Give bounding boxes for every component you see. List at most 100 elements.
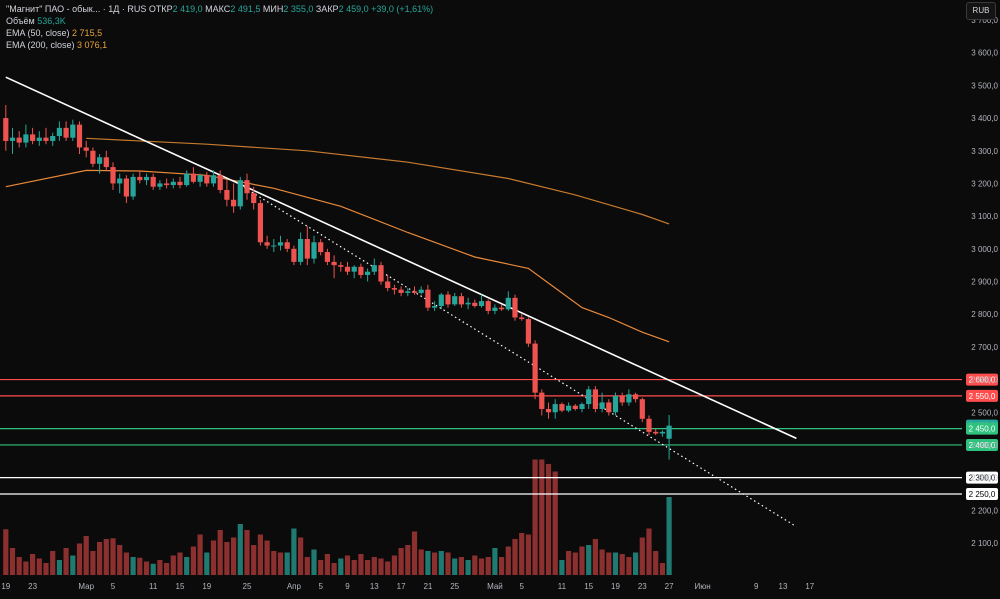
- candle-body: [204, 175, 210, 184]
- time-tick-label: 25: [450, 582, 459, 591]
- low-label: МИН: [262, 4, 284, 14]
- candle-body: [465, 302, 471, 305]
- candle-body: [452, 296, 458, 305]
- time-tick-label: 13: [779, 582, 788, 591]
- candle-body: [143, 176, 150, 181]
- volume-legend-row[interactable]: Объём 536,3K: [6, 15, 433, 27]
- time-tick-label: 9: [345, 582, 350, 591]
- volume-bar: [23, 561, 29, 575]
- candle-body: [633, 394, 639, 400]
- volume-bar: [277, 552, 284, 575]
- volume-bar: [170, 555, 176, 575]
- candle-body: [525, 319, 531, 344]
- volume-bar: [646, 528, 652, 575]
- volume-bar: [385, 561, 391, 575]
- time-tick-label: 23: [638, 582, 647, 591]
- candle-body: [378, 265, 384, 282]
- candle-body: [103, 157, 109, 168]
- volume-bar: [76, 543, 83, 575]
- candle-body: [271, 245, 277, 247]
- descending-trendline: [5, 76, 797, 440]
- candle-body: [56, 127, 62, 137]
- price-axis[interactable]: 2 600,02 550,02 459,02 450,02 400,02 300…: [966, 16, 999, 548]
- volume-bar: [619, 554, 625, 575]
- symbol-title[interactable]: "Магнит" ПАО - обык... · 1Д · RUS: [6, 4, 147, 14]
- time-tick-label: 23: [28, 582, 37, 591]
- candle-body: [646, 418, 652, 432]
- price-tick-label: 2 100,0: [971, 539, 998, 548]
- close-value: 2 459,0: [338, 4, 369, 14]
- time-tick-label: 5: [111, 582, 116, 591]
- volume-bar: [492, 548, 498, 575]
- candle-body: [50, 136, 56, 141]
- volume-bar: [123, 552, 129, 575]
- volume-bar: [224, 542, 230, 575]
- candle-body: [411, 291, 418, 293]
- time-tick-label: 17: [805, 582, 814, 591]
- candle-body: [358, 266, 364, 275]
- price-tick-label: 2 300,0: [971, 474, 998, 483]
- candle-body: [492, 307, 498, 311]
- volume-bar: [43, 563, 49, 575]
- volume-bar: [606, 552, 612, 575]
- time-tick-label: Мар: [78, 582, 94, 591]
- open-label: ОТКР: [148, 4, 173, 14]
- candle-body: [579, 404, 585, 409]
- price-tick-label: 3 100,0: [971, 212, 998, 221]
- candle-body: [97, 157, 103, 164]
- candle-body: [83, 147, 89, 151]
- volume-bar: [184, 557, 190, 575]
- candle-body: [478, 301, 485, 307]
- candle-body: [425, 289, 431, 308]
- volume-bar: [204, 552, 210, 575]
- volume-bar: [666, 497, 672, 575]
- candle-body: [458, 296, 464, 305]
- candle-body: [485, 301, 491, 311]
- candle-body: [566, 405, 572, 411]
- time-tick-label: Июн: [695, 582, 711, 591]
- candle-body: [385, 281, 391, 289]
- candle-body: [338, 265, 344, 267]
- candle-body: [130, 176, 136, 197]
- volume-bar: [110, 538, 116, 575]
- ema50-value: 2 715,5: [72, 28, 103, 38]
- candle-body: [592, 389, 598, 409]
- candle-body: [626, 394, 632, 403]
- price-tick-label: 2 800,0: [971, 310, 998, 319]
- volume-bar: [351, 560, 357, 575]
- candle-body: [639, 399, 645, 419]
- candle-body: [666, 425, 672, 439]
- volume-bar: [197, 534, 203, 575]
- candle-body: [117, 178, 123, 184]
- volume-bar: [83, 536, 89, 575]
- time-axis[interactable]: 19 23 Мар 5 11 15 19 25 Апр 5 9 13 17 21 25 Май 5 11 15 19 2…: [1, 582, 814, 591]
- candle-body: [157, 183, 163, 187]
- volume-bar: [378, 558, 384, 575]
- low-value: 2 355,0: [283, 4, 314, 14]
- volume-bar: [298, 537, 304, 575]
- time-tick-label: 27: [665, 582, 674, 591]
- ohlc-row[interactable]: "Магнит" ПАО - обык... · 1Д · RUS ОТКР 2 …: [6, 3, 433, 15]
- volume-bar: [90, 551, 96, 575]
- price-tick-label: 3 500,0: [971, 81, 998, 90]
- trendlines[interactable]: [5, 76, 797, 528]
- candle-body: [257, 203, 263, 243]
- ema200-legend-row[interactable]: EMA (200, close) 3 076,1: [6, 39, 433, 51]
- volume-bar: [157, 560, 163, 575]
- time-tick-label: 19: [1, 582, 10, 591]
- ema50-legend-row[interactable]: EMA (50, close) 2 715,5: [6, 27, 433, 39]
- volume-bar: [411, 531, 418, 575]
- horizontal-levels[interactable]: [0, 378, 962, 495]
- currency-button[interactable]: RUB: [966, 2, 996, 20]
- volume-bar: [217, 530, 223, 575]
- volume-bar: [117, 545, 123, 575]
- volume-bar: [391, 555, 397, 575]
- high-value: 2 491,5: [230, 4, 261, 14]
- candle-body: [653, 431, 659, 434]
- candle-body: [190, 173, 196, 182]
- volume-bar: [465, 560, 471, 575]
- candle-body: [63, 127, 69, 138]
- level-price-tag: [966, 422, 998, 435]
